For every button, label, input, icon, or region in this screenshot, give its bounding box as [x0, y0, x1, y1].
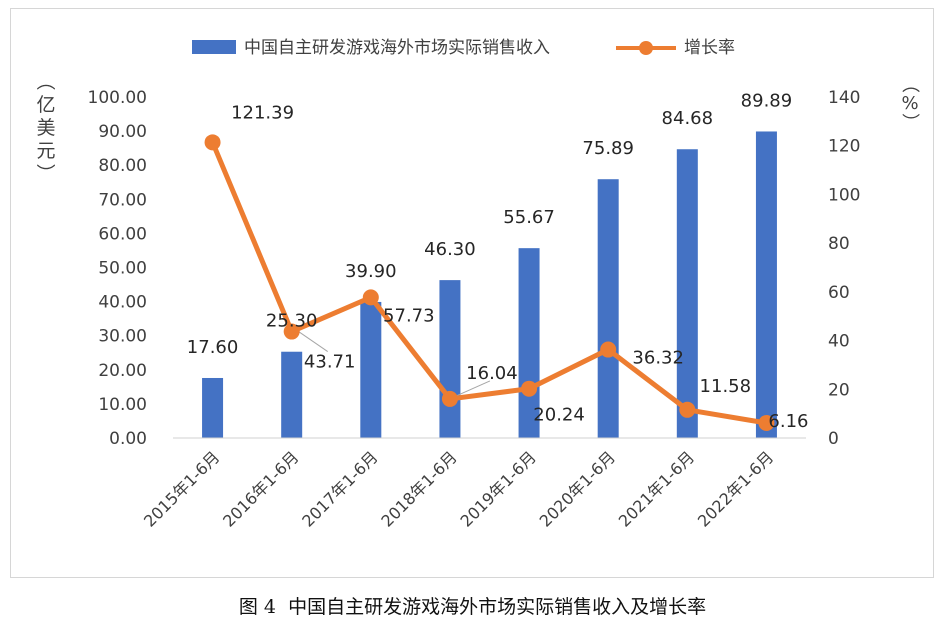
y-right-axis-label-char: % — [901, 93, 918, 114]
bar-value-label: 46.30 — [424, 239, 476, 260]
growth-marker — [204, 134, 221, 151]
growth-line — [210, 141, 767, 426]
growth-value-label: 20.24 — [533, 405, 585, 426]
bar-value-label: 89.89 — [741, 90, 793, 111]
x-tick-label: 2021年1-6月 — [615, 447, 698, 530]
legend-swatch-growth-marker — [639, 41, 653, 55]
y-left-tick-label: 100.00 — [88, 88, 147, 108]
x-tick-label: 2017年1-6月 — [298, 447, 381, 530]
y-left-tick-label: 0.00 — [109, 429, 147, 449]
y-left-tick-label: 30.00 — [98, 327, 147, 347]
growth-marker — [758, 414, 775, 431]
legend-label-revenue: 中国自主研发游戏海外市场实际销售收入 — [244, 38, 550, 58]
y-left-tick-label: 10.00 — [98, 395, 147, 415]
y-right-tick-label: 0 — [828, 429, 839, 449]
y-right-tick-label: 80 — [828, 234, 850, 254]
legend-label-growth: 增长率 — [684, 38, 735, 58]
bar — [202, 377, 224, 438]
x-tick-label: 2016年1-6月 — [219, 447, 302, 530]
y-right-tick-label: 40 — [828, 332, 850, 352]
growth-value-label: 121.39 — [231, 102, 294, 123]
growth-value-label: 16.04 — [466, 363, 518, 384]
y-left-tick-label: 90.00 — [98, 122, 147, 142]
bar-value-label: 75.89 — [582, 138, 634, 159]
growth-marker — [600, 341, 617, 358]
legend-swatch-revenue — [192, 40, 236, 54]
x-tick-label: 2019年1-6月 — [457, 447, 540, 530]
growth-value-label: 6.16 — [768, 411, 808, 432]
bar — [597, 179, 619, 439]
growth-marker — [679, 401, 696, 418]
growth-value-label: 57.73 — [383, 305, 435, 326]
bar-value-label: 25.30 — [266, 311, 318, 332]
growth-value-label: 36.32 — [632, 348, 684, 369]
x-tick-label: 2015年1-6月 — [140, 447, 223, 530]
y-left-tick-label: 80.00 — [98, 156, 147, 176]
y-left-axis-label-char: （ — [34, 71, 56, 90]
growth-marker — [283, 323, 300, 340]
bar — [755, 131, 777, 438]
bar — [439, 280, 461, 438]
bar — [360, 301, 382, 438]
bar-value-label: 17.60 — [187, 337, 239, 358]
bar-value-label: 55.67 — [503, 207, 555, 228]
bar-value-label: 39.90 — [345, 261, 397, 282]
x-tick-label: 2022年1-6月 — [694, 447, 777, 530]
y-left-tick-label: 20.00 — [98, 361, 147, 381]
caption-prefix: 图 4 — [238, 596, 277, 618]
growth-value-label: 43.71 — [304, 352, 356, 373]
growth-value-label: 11.58 — [700, 376, 752, 397]
y-left-tick-label: 40.00 — [98, 293, 147, 313]
bar-value-label: 84.68 — [662, 108, 714, 129]
y-right-tick-label: 100 — [828, 185, 860, 205]
y-left-axis-label-char: ） — [34, 163, 56, 182]
growth-marker — [521, 380, 538, 397]
bar — [676, 149, 698, 438]
y-right-axis-label-char: （ — [899, 75, 920, 93]
growth-marker — [362, 289, 379, 306]
chart-frame — [10, 8, 934, 578]
y-left-tick-label: 70.00 — [98, 190, 147, 210]
y-left-axis-label-char: 元 — [36, 140, 55, 162]
y-left-axis-label-char: 亿 — [36, 94, 55, 116]
bar — [281, 351, 303, 438]
y-left-tick-label: 50.00 — [98, 259, 147, 279]
y-right-tick-label: 140 — [828, 88, 860, 108]
x-tick-label: 2020年1-6月 — [536, 447, 619, 530]
x-tick-label: 2018年1-6月 — [377, 447, 460, 530]
y-left-tick-label: 60.00 — [98, 224, 147, 244]
y-right-tick-label: 20 — [828, 380, 850, 400]
y-right-tick-label: 120 — [828, 137, 860, 157]
y-right-axis-label-char: ） — [899, 113, 920, 131]
y-left-axis-label-char: 美 — [36, 117, 55, 139]
figure-caption: 图 4 中国自主研发游戏海外市场实际销售收入及增长率 — [0, 592, 945, 619]
leader-line — [295, 329, 328, 352]
y-right-tick-label: 60 — [828, 283, 850, 303]
growth-marker — [441, 390, 458, 407]
caption-text: 中国自主研发游戏海外市场实际销售收入及增长率 — [288, 596, 707, 618]
leader-line — [453, 380, 491, 398]
